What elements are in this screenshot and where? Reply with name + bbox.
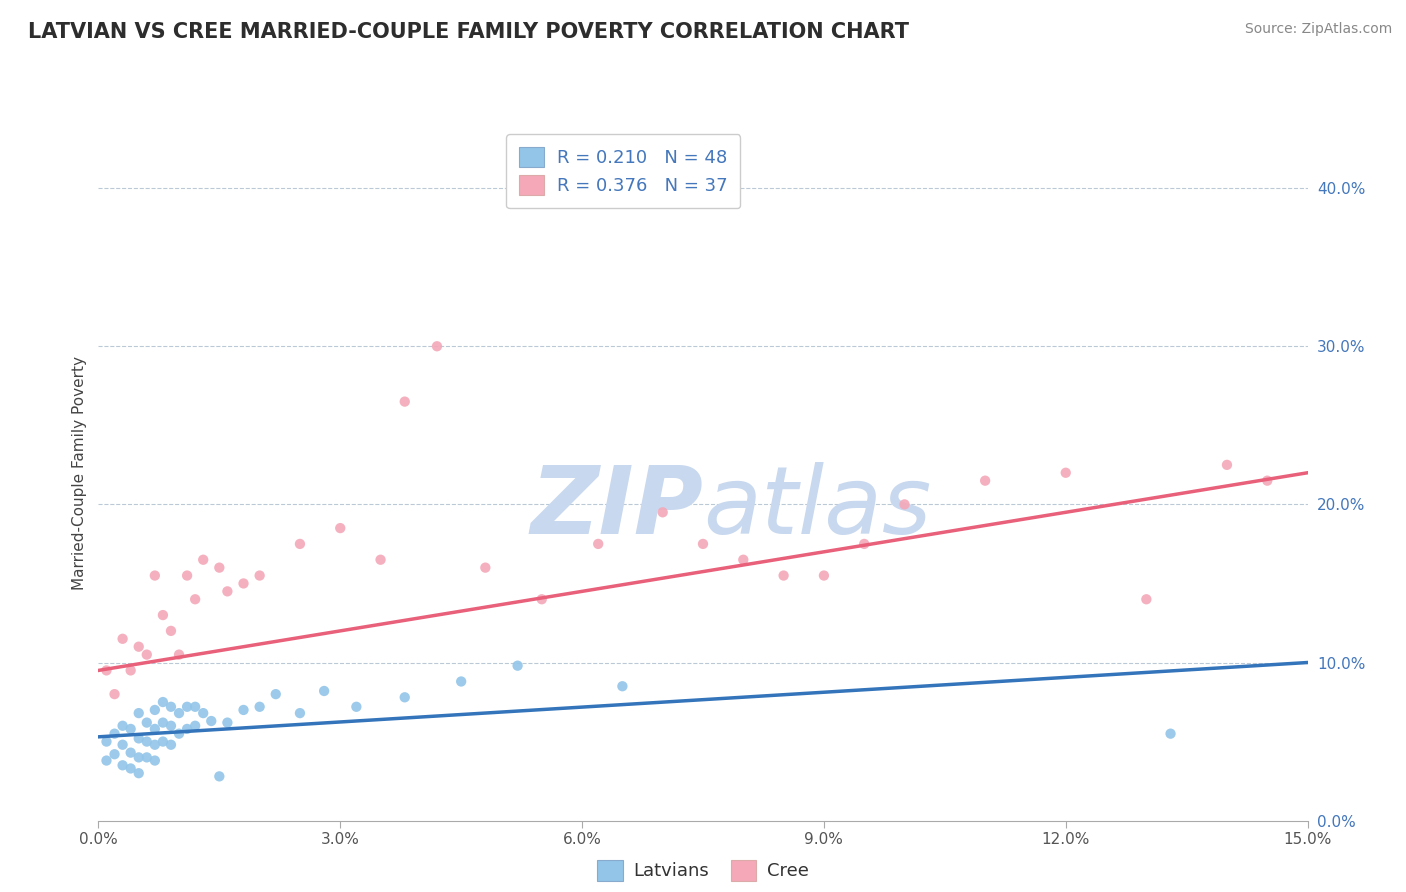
Legend: Latvians, Cree: Latvians, Cree: [591, 853, 815, 888]
Point: [232, 576, 254, 591]
Point: [249, 699, 271, 714]
Point: [893, 497, 915, 511]
Point: [813, 568, 835, 582]
Point: [135, 750, 157, 764]
Point: [426, 339, 449, 353]
Point: [128, 731, 150, 746]
Point: [772, 568, 794, 582]
Point: [612, 679, 634, 693]
Point: [394, 690, 416, 705]
Point: [128, 750, 150, 764]
Point: [692, 537, 714, 551]
Point: [103, 726, 125, 740]
Point: [96, 664, 118, 678]
Point: [264, 687, 287, 701]
Point: [651, 505, 673, 519]
Point: [143, 738, 166, 752]
Point: [193, 552, 215, 567]
Point: [217, 584, 239, 599]
Point: [370, 552, 392, 567]
Point: [208, 769, 231, 783]
Point: [314, 684, 336, 698]
Point: [394, 394, 416, 409]
Point: [128, 766, 150, 780]
Point: [143, 722, 166, 736]
Point: [1256, 474, 1278, 488]
Point: [160, 624, 183, 638]
Point: [1135, 592, 1157, 607]
Point: [160, 738, 183, 752]
Point: [111, 738, 134, 752]
Point: [96, 734, 118, 748]
Point: [974, 474, 997, 488]
Point: [111, 719, 134, 733]
Point: [530, 592, 553, 607]
Point: [217, 715, 239, 730]
Point: [111, 758, 134, 772]
Point: [193, 706, 215, 720]
Point: [167, 726, 190, 740]
Point: [329, 521, 352, 535]
Point: [135, 648, 157, 662]
Point: [152, 715, 174, 730]
Point: [111, 632, 134, 646]
Point: [1054, 466, 1077, 480]
Point: [506, 658, 529, 673]
Point: [143, 754, 166, 768]
Point: [128, 640, 150, 654]
Point: [152, 695, 174, 709]
Text: LATVIAN VS CREE MARRIED-COUPLE FAMILY POVERTY CORRELATION CHART: LATVIAN VS CREE MARRIED-COUPLE FAMILY PO…: [28, 22, 910, 42]
Text: atlas: atlas: [703, 462, 931, 553]
Point: [232, 703, 254, 717]
Point: [208, 560, 231, 574]
Point: [167, 648, 190, 662]
Point: [152, 608, 174, 623]
Point: [120, 746, 142, 760]
Point: [160, 699, 183, 714]
Point: [135, 715, 157, 730]
Text: Source: ZipAtlas.com: Source: ZipAtlas.com: [1244, 22, 1392, 37]
Point: [135, 734, 157, 748]
Point: [586, 537, 609, 551]
Point: [176, 722, 198, 736]
Point: [184, 719, 207, 733]
Point: [450, 674, 472, 689]
Point: [160, 719, 183, 733]
Point: [96, 754, 118, 768]
Point: [344, 699, 367, 714]
Y-axis label: Married-Couple Family Poverty: Married-Couple Family Poverty: [72, 356, 87, 590]
Point: [120, 722, 142, 736]
Point: [176, 568, 198, 582]
Point: [184, 592, 207, 607]
Point: [733, 552, 755, 567]
Point: [200, 714, 222, 728]
Point: [176, 699, 198, 714]
Point: [288, 537, 311, 551]
Point: [167, 706, 190, 720]
Point: [143, 703, 166, 717]
Point: [853, 537, 876, 551]
Point: [103, 747, 125, 762]
Point: [184, 699, 207, 714]
Point: [128, 706, 150, 720]
Point: [1216, 458, 1239, 472]
Text: ZIP: ZIP: [530, 461, 703, 554]
Point: [152, 734, 174, 748]
Point: [249, 568, 271, 582]
Point: [143, 568, 166, 582]
Point: [120, 761, 142, 775]
Point: [1160, 726, 1182, 740]
Point: [288, 706, 311, 720]
Point: [120, 664, 142, 678]
Point: [474, 560, 496, 574]
Point: [103, 687, 125, 701]
